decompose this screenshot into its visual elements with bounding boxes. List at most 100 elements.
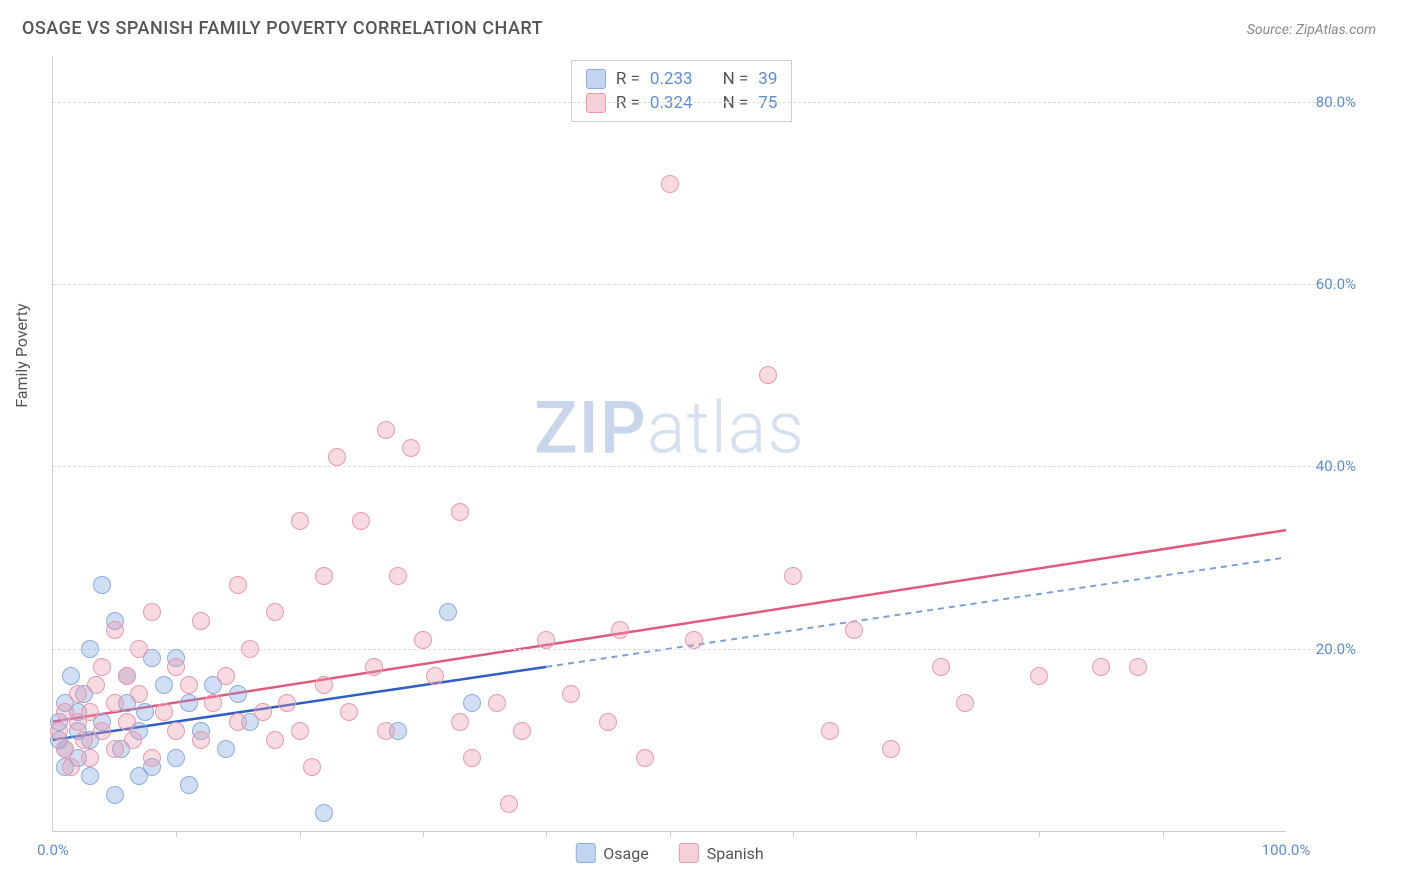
data-point [611,621,629,639]
legend-swatch [679,843,699,863]
data-point [167,722,185,740]
data-point [81,749,99,767]
data-point [352,512,370,530]
data-point [106,786,124,804]
data-point [130,640,148,658]
data-point [192,731,210,749]
data-point [463,694,481,712]
data-point [513,722,531,740]
x-minor-tick [1039,831,1040,837]
data-point [759,366,777,384]
x-minor-tick [300,831,301,837]
data-point [291,512,309,530]
chart-header: OSAGE VS SPANISH FAMILY POVERTY CORRELAT… [0,0,1406,47]
series-legend-label: Osage [603,844,648,863]
data-point [118,713,136,731]
data-point [845,621,863,639]
data-point [266,603,284,621]
legend-n-label: N = [723,93,749,113]
scatter-plot: ZIPatlas R = 0.233N = 39R = 0.324N = 75 … [52,56,1286,832]
gridline [53,102,1356,103]
x-minor-tick [423,831,424,837]
data-point [377,722,395,740]
data-point [155,703,173,721]
legend-n-value: 39 [758,69,777,89]
legend-row: R = 0.233N = 39 [586,67,778,91]
legend-swatch [586,93,606,113]
data-point [93,658,111,676]
y-tick-label: 20.0% [1296,640,1356,658]
data-point [75,731,93,749]
data-point [500,795,518,813]
data-point [143,603,161,621]
data-point [143,749,161,767]
data-point [254,703,272,721]
gridline [53,284,1356,285]
data-point [56,740,74,758]
data-point [229,576,247,594]
data-point [488,694,506,712]
data-point [81,767,99,785]
data-point [136,703,154,721]
data-point [278,694,296,712]
gridline [53,466,1356,467]
data-point [932,658,950,676]
data-point [661,175,679,193]
x-minor-tick [546,831,547,837]
x-minor-tick [670,831,671,837]
data-point [50,722,68,740]
data-point [93,722,111,740]
data-point [241,640,259,658]
data-point [377,421,395,439]
y-tick-label: 60.0% [1296,275,1356,293]
data-point [81,703,99,721]
data-point [180,694,198,712]
chart-title: OSAGE VS SPANISH FAMILY POVERTY CORRELAT… [22,18,543,39]
data-point [340,703,358,721]
x-minor-tick [916,831,917,837]
data-point [204,694,222,712]
x-minor-tick [1163,831,1164,837]
data-point [180,676,198,694]
data-point [266,731,284,749]
data-point [451,503,469,521]
data-point [93,576,111,594]
x-tick-label: 0.0% [37,841,69,859]
data-point [217,740,235,758]
legend-r-label: R = [616,93,640,113]
correlation-legend: R = 0.233N = 39R = 0.324N = 75 [571,60,793,122]
data-point [87,676,105,694]
series-legend: Osage Spanish [575,843,763,863]
data-point [106,740,124,758]
data-point [1092,658,1110,676]
data-point [167,749,185,767]
data-point [1030,667,1048,685]
source-attribution: Source: ZipAtlas.com [1247,22,1376,38]
data-point [229,685,247,703]
trend-line-extrapolated [546,557,1286,666]
y-tick-label: 80.0% [1296,93,1356,111]
legend-swatch [575,843,595,863]
data-point [315,804,333,822]
data-point [62,758,80,776]
data-point [328,448,346,466]
data-point [69,685,87,703]
data-point [439,603,457,621]
data-point [463,749,481,767]
data-point [426,667,444,685]
data-point [118,667,136,685]
data-point [155,676,173,694]
data-point [303,758,321,776]
data-point [956,694,974,712]
series-legend-label: Spanish [707,844,764,863]
legend-row: R = 0.324N = 75 [586,91,778,115]
x-minor-tick [176,831,177,837]
x-minor-tick [793,831,794,837]
data-point [180,776,198,794]
data-point [291,722,309,740]
data-point [562,685,580,703]
data-point [599,713,617,731]
series-legend-item: Osage [575,843,648,863]
legend-r-label: R = [616,69,640,89]
data-point [537,631,555,649]
